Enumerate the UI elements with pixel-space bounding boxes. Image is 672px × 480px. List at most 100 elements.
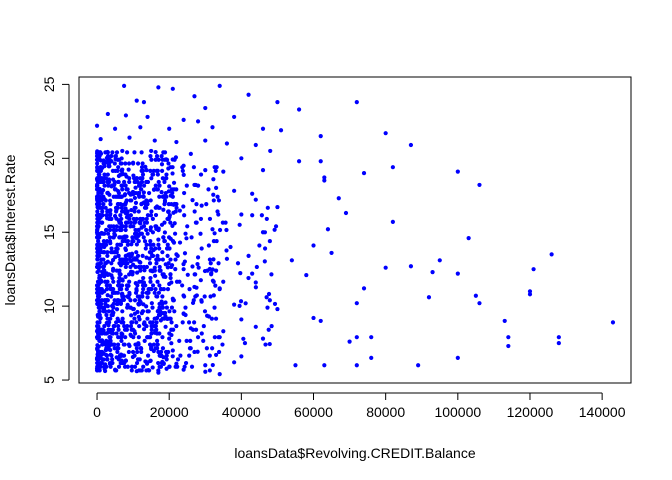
data-point: [221, 279, 226, 284]
data-point: [117, 275, 122, 281]
data-point: [114, 355, 119, 360]
data-point: [502, 318, 507, 324]
data-point: [178, 353, 183, 358]
data-point: [146, 309, 151, 314]
data-point: [185, 272, 190, 277]
data-point: [144, 216, 149, 222]
data-point: [165, 253, 170, 258]
data-point: [115, 316, 120, 321]
data-point: [123, 183, 128, 188]
data-point: [114, 209, 119, 214]
data-point: [128, 305, 133, 310]
data-point: [211, 257, 216, 262]
data-point: [159, 349, 164, 355]
data-point: [113, 255, 118, 260]
data-point: [166, 209, 171, 214]
data-point: [95, 227, 100, 233]
data-point: [141, 287, 146, 292]
data-point: [157, 194, 162, 199]
data-point: [124, 150, 130, 155]
data-point: [121, 320, 126, 325]
data-point: [408, 264, 414, 269]
data-point: [527, 292, 533, 297]
data-point: [175, 253, 180, 258]
data-point: [134, 287, 139, 292]
data-point: [213, 185, 219, 190]
data-point: [192, 209, 197, 214]
data-point: [155, 279, 160, 284]
data-point: [133, 281, 138, 286]
data-point: [267, 298, 272, 303]
data-point: [157, 264, 162, 270]
data-point: [95, 347, 100, 352]
data-point: [203, 369, 208, 374]
data-point: [527, 289, 533, 294]
data-point: [122, 364, 128, 369]
data-point: [267, 238, 272, 244]
data-point: [173, 257, 178, 262]
data-point: [128, 298, 133, 303]
data-point: [133, 200, 139, 205]
data-point: [149, 157, 154, 162]
data-point: [156, 237, 161, 242]
data-point: [177, 279, 182, 284]
data-point: [152, 187, 157, 192]
data-point: [273, 224, 279, 229]
data-point: [135, 309, 140, 315]
data-point: [212, 305, 217, 310]
data-point: [254, 264, 259, 270]
x-tick-label: 80000: [366, 404, 405, 420]
data-point: [204, 346, 209, 351]
data-point: [138, 187, 144, 192]
data-point: [100, 165, 105, 170]
data-point: [172, 309, 177, 314]
data-point: [128, 332, 133, 337]
data-point: [135, 270, 140, 275]
data-point: [139, 217, 144, 223]
data-point: [120, 238, 125, 244]
data-point: [150, 253, 155, 258]
data-point: [203, 363, 208, 368]
data-point: [123, 206, 128, 211]
data-point: [140, 161, 145, 166]
data-point: [139, 168, 144, 173]
data-points: [94, 83, 616, 377]
data-point: [170, 354, 175, 359]
data-point: [145, 114, 150, 120]
data-point: [160, 294, 165, 299]
data-point: [162, 179, 167, 185]
data-point: [253, 285, 258, 290]
data-point: [556, 340, 561, 346]
data-point: [237, 303, 242, 308]
data-point: [144, 227, 149, 233]
data-point: [196, 265, 201, 270]
data-point: [107, 361, 112, 366]
data-point: [140, 176, 145, 181]
data-point: [224, 256, 230, 261]
data-point: [98, 261, 104, 266]
data-point: [157, 301, 162, 307]
data-point: [416, 363, 421, 368]
data-point: [171, 298, 176, 303]
data-point: [98, 194, 103, 199]
data-point: [198, 172, 204, 177]
data-point: [107, 179, 112, 185]
data-point: [163, 190, 168, 196]
data-point: [390, 165, 395, 170]
data-point: [158, 318, 163, 323]
data-point: [110, 268, 116, 273]
data-point: [161, 235, 166, 240]
data-point: [153, 157, 158, 162]
data-point: [296, 159, 302, 164]
data-point: [140, 283, 146, 288]
data-point: [99, 205, 104, 210]
data-point: [201, 323, 206, 329]
data-point: [113, 194, 118, 199]
data-point: [108, 208, 113, 213]
data-point: [111, 305, 116, 310]
data-point: [165, 316, 170, 322]
data-point: [134, 242, 139, 247]
data-point: [95, 231, 100, 236]
data-point: [169, 263, 175, 268]
data-point: [152, 290, 157, 295]
